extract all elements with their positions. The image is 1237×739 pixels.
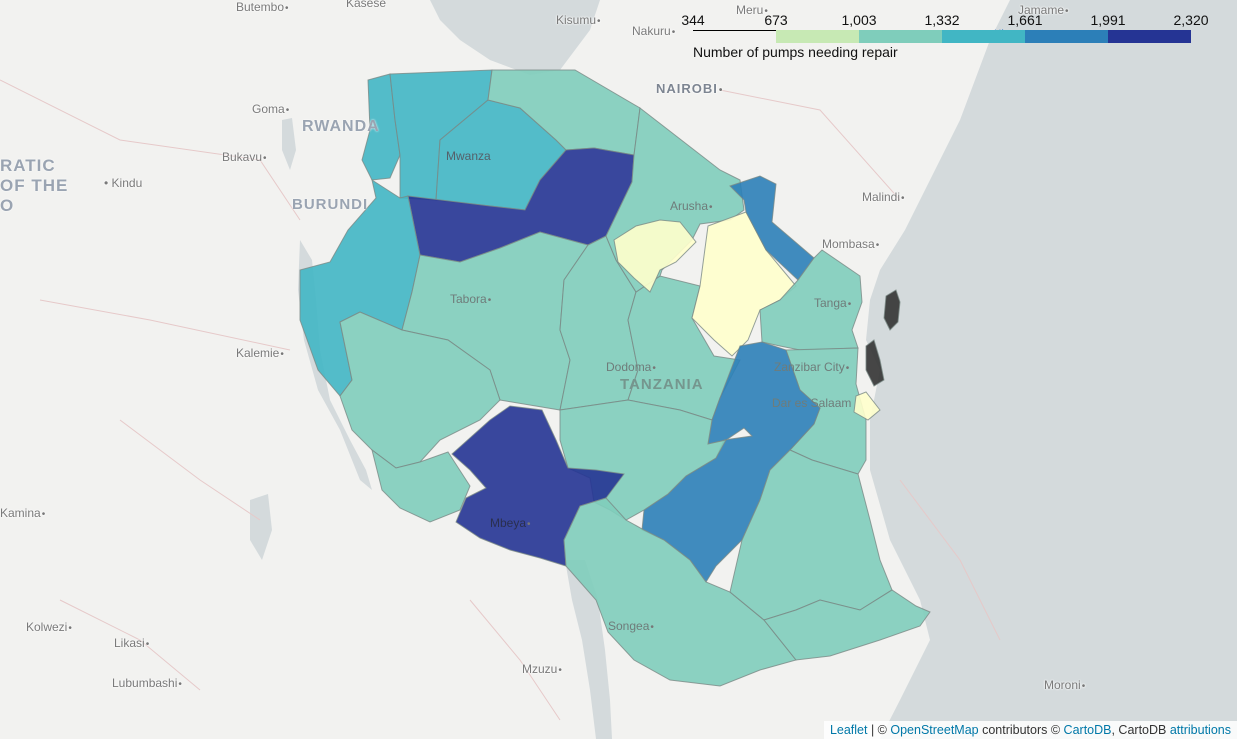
- osm-link[interactable]: OpenStreetMap: [890, 723, 979, 737]
- place-kindu-label: Kindu: [111, 176, 143, 190]
- legend-swatch: [942, 30, 1025, 43]
- place-kolwezi: Kolwezi: [26, 620, 72, 634]
- place-zanzibar: Zanzibar City: [774, 360, 849, 374]
- place-jamame: Jamame: [1018, 3, 1069, 17]
- legend-swatch: [859, 30, 942, 43]
- place-arusha: Arusha: [670, 199, 713, 213]
- attribution-contributors: contributors ©: [978, 723, 1064, 737]
- legend-tick-label: 1,003: [841, 12, 877, 28]
- legend-swatch: [693, 30, 776, 43]
- place-kamina: Kamina: [0, 506, 45, 520]
- region-pemba[interactable]: [883, 289, 901, 331]
- legend-color-bar: [693, 30, 1191, 43]
- legend-tick-label: 673: [764, 12, 788, 28]
- lake-victoria: [430, 0, 600, 75]
- cartodb-link[interactable]: CartoDB: [1063, 723, 1112, 737]
- region-katavi[interactable]: [339, 311, 501, 469]
- place-tabora: Tabora: [450, 292, 491, 306]
- country-drc-line3: O: [0, 196, 15, 215]
- place-tanga: Tanga: [814, 296, 851, 310]
- attribution-comma: , CartoDB: [1111, 723, 1170, 737]
- country-drc-line2: OF THE: [0, 176, 69, 195]
- legend-tick-label: 1,332: [924, 12, 960, 28]
- place-kasese: Kasese: [346, 0, 387, 10]
- place-dodoma: Dodoma: [606, 360, 656, 374]
- legend-baseline: [693, 30, 777, 31]
- place-kisumu: Kisumu: [556, 13, 601, 27]
- indian-ocean: [866, 0, 1237, 739]
- place-meru: Meru: [736, 3, 768, 17]
- place-kindu: • Kindu: [104, 176, 143, 190]
- legend-swatch: [776, 30, 859, 43]
- country-rwanda: RWANDA: [302, 118, 380, 135]
- legend-tick-label: 1,661: [1007, 12, 1043, 28]
- legend-tick-label: 1,991: [1090, 12, 1126, 28]
- place-butembo: Butembo: [236, 0, 289, 14]
- place-nakuru: Nakuru: [632, 24, 675, 38]
- legend-swatch: [1108, 30, 1191, 43]
- region-rukwa[interactable]: [371, 448, 471, 523]
- place-mzuzu: Mzuzu: [522, 662, 562, 676]
- place-mombasa: Mombasa: [822, 237, 879, 251]
- choropleth-legend: 344 673 1,003 1,332 1,661 1,991 2,320 Number o…: [676, 0, 1232, 62]
- legend-tick-label: 2,320: [1173, 12, 1209, 28]
- attribution-sep: | ©: [867, 723, 891, 737]
- place-likasi: Likasi: [114, 636, 149, 650]
- lake-tanganyika: [298, 240, 372, 490]
- map-attribution: Leaflet | © OpenStreetMap contributors ©…: [823, 721, 1237, 739]
- country-burundi: BURUNDI: [292, 196, 369, 213]
- country-drc-line1: RATIC: [0, 156, 56, 175]
- place-mwanza: Mwanza: [446, 149, 491, 163]
- leaflet-link[interactable]: Leaflet: [829, 723, 868, 737]
- legend-tick-label: 344: [681, 12, 705, 28]
- region-arusha-pale[interactable]: [613, 219, 697, 293]
- region-layer[interactable]: [299, 69, 931, 687]
- place-nairobi: NAIROBI: [656, 81, 723, 96]
- place-mbeya: Mbeya: [490, 516, 531, 530]
- place-malindi: Malindi: [862, 190, 905, 204]
- place-kalemie: Kalemie: [236, 346, 284, 360]
- place-goma: Goma: [252, 102, 289, 116]
- place-lubumbashi: Lubumbashi: [112, 676, 182, 690]
- legend-swatch: [1025, 30, 1108, 43]
- region-dar[interactable]: [853, 391, 881, 421]
- lake-kivu: [282, 118, 296, 170]
- attributions-link[interactable]: attributions: [1169, 723, 1231, 737]
- legend-title: Number of pumps needing repair: [693, 44, 898, 60]
- region-mtwara[interactable]: [763, 589, 931, 661]
- place-dar: Dar es Salaam: [772, 396, 852, 410]
- lake-mweru: [250, 494, 272, 560]
- roads: [0, 79, 1001, 721]
- region-unguja[interactable]: [865, 339, 885, 387]
- place-songea: Songea: [608, 619, 654, 633]
- lake-malawi: [565, 560, 612, 739]
- place-bukavu: Bukavu: [222, 150, 267, 164]
- place-moroni: Moroni: [1044, 678, 1085, 692]
- country-tanzania: TANZANIA: [620, 376, 704, 393]
